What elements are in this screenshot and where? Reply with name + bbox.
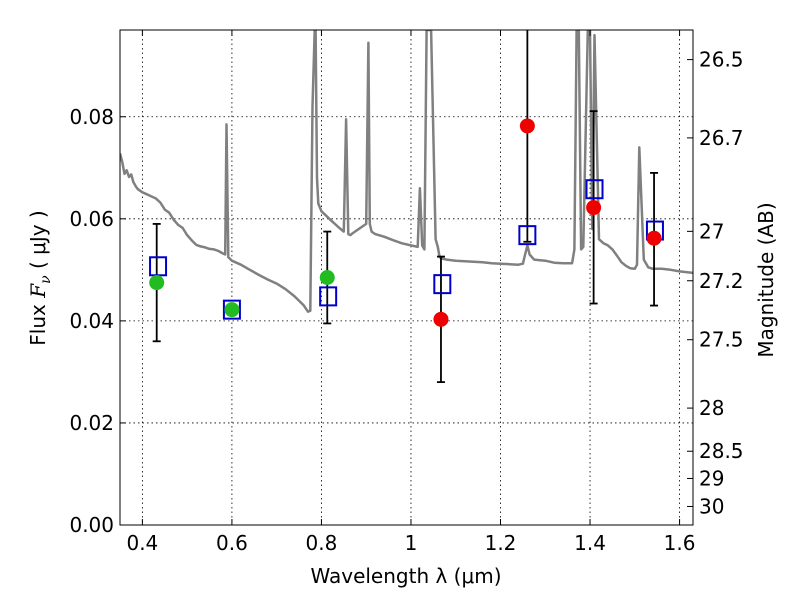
mag-tick-label: 26.7 [699, 126, 744, 150]
observed-flux-point [647, 231, 662, 246]
x-tick-label: 0.6 [216, 531, 248, 555]
observed-flux-point [320, 270, 335, 285]
mag-tick-label: 26.5 [699, 48, 744, 72]
y2-axis-label: Magnitude (AB) [754, 202, 778, 357]
mag-tick-label: 28.5 [699, 439, 744, 463]
model-spectrum-layer [120, 30, 693, 312]
y-axis-label-text: Flux [26, 298, 50, 346]
grid-lines [120, 30, 693, 525]
model-band-square [434, 275, 450, 293]
x-tick-label: 1.6 [664, 531, 696, 555]
y-tick-label: 0.04 [69, 309, 114, 333]
observed-flux-point [520, 118, 535, 133]
mag-tick-label: 27 [699, 219, 724, 243]
mag-tick-label: 27.2 [699, 269, 744, 293]
y-axis-label: Flux Fν ( μJy ) [26, 210, 54, 345]
x-tick-label: 1.4 [574, 531, 606, 555]
x-tick-label: 1.2 [485, 531, 517, 555]
x-tick-label: 1 [405, 531, 418, 555]
plot-frame [120, 30, 693, 525]
observed-flux-point [433, 312, 448, 327]
tick-labels: 0.4 0.6 0.8 1 1.2 1.4 1.6 0.00 0.02 0.04 0.06 0.08 2… [69, 48, 743, 555]
observed-flux-point [586, 200, 601, 215]
model-band-square [150, 257, 166, 275]
y-tick-label: 0.02 [69, 411, 114, 435]
observed-flux-point [149, 275, 164, 290]
y-tick-label: 0.00 [69, 513, 114, 537]
y-tick-label: 0.08 [69, 105, 114, 129]
x-tick-label: 0.8 [306, 531, 338, 555]
mag-tick-label: 28 [699, 396, 724, 420]
model-spectrum-line [120, 30, 693, 312]
mag-tick-label: 29 [699, 466, 724, 490]
x-tick-label: 0.4 [126, 531, 158, 555]
y-axis-label-unit: ( μJy ) [26, 210, 50, 275]
mag-tick-label: 30 [699, 494, 724, 518]
y-axis-label-symbol: F [26, 283, 50, 299]
x-axis-label: Wavelength λ (μm) [310, 564, 501, 588]
y-tick-label: 0.06 [69, 207, 114, 231]
axis-ticks [120, 30, 693, 525]
observed-flux-point [224, 302, 239, 317]
mag-tick-label: 27.5 [699, 328, 744, 352]
